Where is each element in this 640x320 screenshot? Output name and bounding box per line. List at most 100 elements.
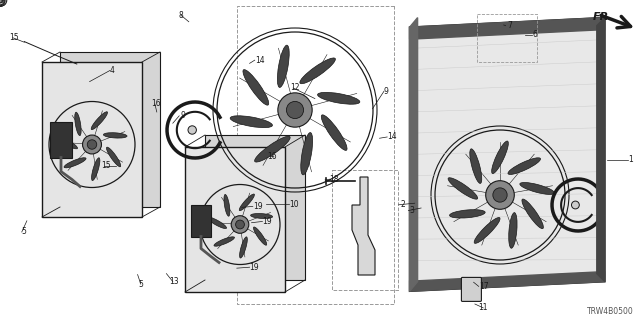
Circle shape <box>0 0 4 4</box>
Ellipse shape <box>492 141 508 173</box>
Circle shape <box>188 126 196 134</box>
Ellipse shape <box>106 147 121 167</box>
Bar <box>237 6 394 304</box>
Circle shape <box>0 0 2 2</box>
Circle shape <box>0 0 5 4</box>
Circle shape <box>0 0 4 4</box>
Polygon shape <box>185 147 285 292</box>
Circle shape <box>0 0 6 6</box>
Text: 19: 19 <box>250 263 259 272</box>
Circle shape <box>0 0 4 5</box>
Text: 18: 18 <box>330 175 339 184</box>
Circle shape <box>0 0 5 4</box>
Ellipse shape <box>92 158 100 180</box>
Circle shape <box>0 0 2 2</box>
Circle shape <box>0 0 2 2</box>
Circle shape <box>0 0 3 3</box>
Circle shape <box>0 0 4 5</box>
Circle shape <box>0 0 2 2</box>
Circle shape <box>0 0 4 5</box>
Circle shape <box>0 0 2 3</box>
Circle shape <box>0 0 5 4</box>
Ellipse shape <box>520 182 554 195</box>
Circle shape <box>0 0 2 2</box>
Polygon shape <box>352 177 375 275</box>
FancyBboxPatch shape <box>461 277 481 301</box>
Circle shape <box>83 135 102 154</box>
Circle shape <box>0 0 4 4</box>
Bar <box>332 170 398 290</box>
Ellipse shape <box>239 237 247 258</box>
Circle shape <box>0 0 3 2</box>
Circle shape <box>0 0 4 4</box>
Circle shape <box>0 0 2 3</box>
Text: FR.: FR. <box>593 12 613 22</box>
Circle shape <box>0 0 2 2</box>
Circle shape <box>278 93 312 127</box>
Circle shape <box>486 181 515 209</box>
Circle shape <box>0 0 4 4</box>
Text: 4: 4 <box>110 66 115 75</box>
Ellipse shape <box>255 136 290 162</box>
Bar <box>477 14 537 62</box>
Polygon shape <box>410 18 605 291</box>
Ellipse shape <box>470 149 482 183</box>
Circle shape <box>0 0 4 5</box>
Text: 14: 14 <box>387 132 397 141</box>
Text: 8: 8 <box>179 11 184 20</box>
Ellipse shape <box>321 115 347 150</box>
Text: 9: 9 <box>180 111 186 120</box>
Circle shape <box>287 101 303 119</box>
Circle shape <box>0 0 2 2</box>
Text: 15: 15 <box>10 33 19 42</box>
Circle shape <box>0 0 3 3</box>
Ellipse shape <box>243 70 269 105</box>
Circle shape <box>236 220 244 229</box>
Circle shape <box>493 188 507 202</box>
Circle shape <box>0 0 4 4</box>
Text: 15: 15 <box>101 161 111 170</box>
Text: 11: 11 <box>479 303 488 312</box>
Circle shape <box>0 0 4 4</box>
Ellipse shape <box>508 158 541 174</box>
Polygon shape <box>410 18 605 39</box>
Text: 13: 13 <box>170 277 179 286</box>
Text: 19: 19 <box>262 217 272 226</box>
Polygon shape <box>410 272 605 291</box>
Text: 1: 1 <box>628 156 633 164</box>
Circle shape <box>0 0 2 2</box>
Circle shape <box>0 0 3 2</box>
Ellipse shape <box>509 212 517 248</box>
Polygon shape <box>60 52 160 207</box>
Text: 16: 16 <box>267 152 276 161</box>
Circle shape <box>0 0 2 2</box>
Ellipse shape <box>207 217 227 228</box>
Ellipse shape <box>64 158 86 168</box>
Circle shape <box>0 0 3 3</box>
Ellipse shape <box>75 112 81 136</box>
Circle shape <box>0 0 2 2</box>
Ellipse shape <box>474 218 500 244</box>
Text: 12: 12 <box>290 84 300 92</box>
Text: 7: 7 <box>507 21 512 30</box>
Text: TRW4B0500: TRW4B0500 <box>587 308 634 316</box>
Circle shape <box>0 0 3 2</box>
Text: 14: 14 <box>255 56 264 65</box>
Circle shape <box>0 0 4 5</box>
Ellipse shape <box>522 199 543 229</box>
Circle shape <box>0 0 6 6</box>
Ellipse shape <box>104 133 127 138</box>
Circle shape <box>0 0 2 3</box>
Circle shape <box>0 0 4 5</box>
Ellipse shape <box>251 213 273 219</box>
Circle shape <box>0 0 4 4</box>
Circle shape <box>0 0 5 4</box>
Polygon shape <box>50 122 72 157</box>
Ellipse shape <box>277 45 289 87</box>
Ellipse shape <box>230 116 273 128</box>
Circle shape <box>0 0 2 2</box>
Circle shape <box>0 0 3 3</box>
Text: 17: 17 <box>479 282 488 291</box>
Ellipse shape <box>448 178 477 199</box>
Circle shape <box>0 0 5 5</box>
